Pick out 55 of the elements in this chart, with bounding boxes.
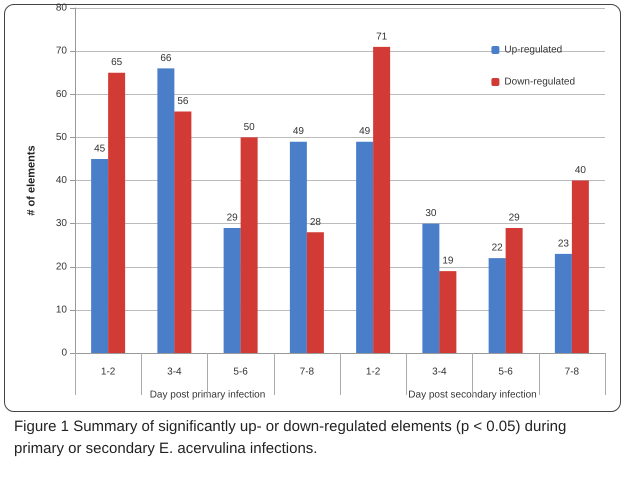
legend-label: Up-regulated [504,44,562,56]
data-label: 19 [442,256,454,267]
data-label: 23 [558,238,570,250]
data-label: 49 [359,126,371,138]
data-label: 22 [492,242,504,254]
x-tick-label: 3-4 [432,366,448,378]
x-tick-label: 5-6 [498,366,514,378]
y-tick-label: 70 [56,46,68,57]
bar [174,112,192,353]
y-tick-label: 20 [56,261,68,272]
data-label: 56 [177,96,189,107]
text: Day post primary infection [150,390,266,400]
y-tick-label: 60 [56,88,68,100]
data-label: 29 [226,212,238,224]
x-tick-label: 1-2 [366,366,381,378]
bar [240,137,258,353]
x-tick-label: 7-8 [300,366,315,378]
text: Figure 1 Summary of significantly up- or down-regulated elements (p < 0.05) during primary or secondary E. acervulina infections. [14,417,568,459]
x-tick-label: 7-8 [564,366,580,378]
bar [488,258,506,353]
data-label: 49 [292,126,304,138]
x-tick-label: 3-4 [167,366,182,378]
data-label: 45 [94,143,106,154]
x-tick-label: 1-2 [100,366,116,378]
bar [373,46,390,353]
data-label: 71 [376,31,388,42]
data-label: 30 [425,208,437,220]
data-label: 40 [574,165,586,176]
bar [108,72,126,353]
data-label: 50 [244,122,256,133]
legend-label: Down-regulated [504,76,576,88]
y-tick-label: 0 [61,348,68,358]
bar [91,158,108,353]
bar [290,142,307,353]
bar [356,142,374,353]
data-label: 28 [310,216,322,228]
data-label: 65 [111,57,123,68]
y-tick-label: 40 [56,175,68,186]
data-label: 29 [508,212,520,224]
bar [306,232,324,353]
y-axis-title: # of elements [26,145,38,216]
y-tick-label: 50 [56,132,68,143]
y-tick-label: 10 [56,304,68,316]
y-tick-label: 80 [56,2,68,14]
bar [157,68,174,353]
data-label: 66 [160,52,172,64]
bar [439,271,456,353]
bar [506,228,523,353]
bar [224,228,241,353]
bar [422,224,440,353]
bar [572,180,589,353]
x-tick-label: 5-6 [233,366,248,378]
bar [554,254,572,353]
text: Day post secondary infection [408,390,537,400]
y-tick-label: 30 [56,218,68,230]
